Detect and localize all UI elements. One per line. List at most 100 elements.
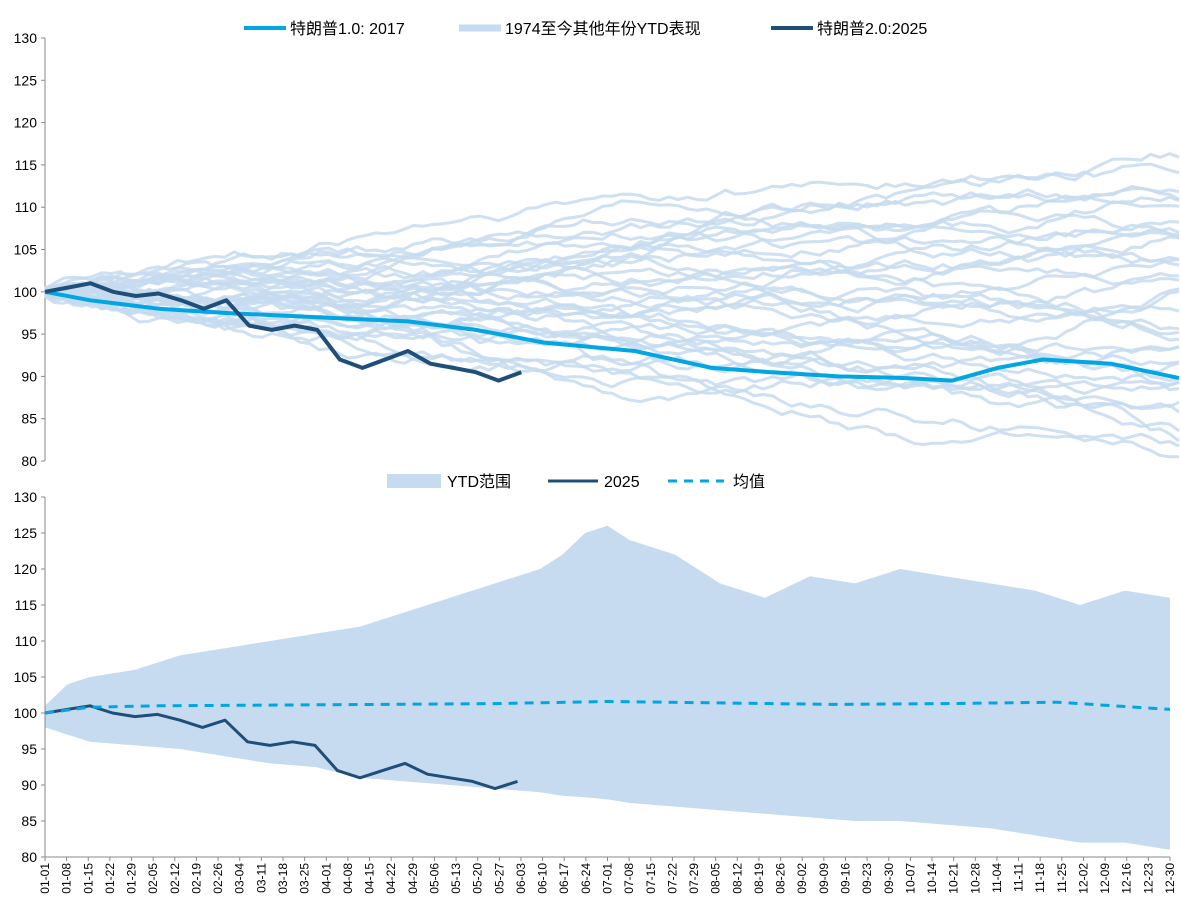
top-series-lines (44, 281, 1180, 383)
x-tick-label: 08-05 (709, 863, 723, 894)
x-tick-label: 08-12 (730, 863, 744, 894)
legend-label: 特朗普1.0: 2017 (290, 20, 405, 38)
x-tick-label: 06-17 (557, 863, 571, 894)
bottom-x-axis: 01-01 01-08 01-15 01-22 01-29 02-05 02-12 02-19… (38, 856, 1177, 894)
other-year-line (44, 220, 1180, 311)
trump-1-2017-line (44, 289, 1180, 383)
x-tick-label: 09-30 (882, 863, 896, 894)
x-tick-label: 04-22 (384, 863, 398, 894)
x-tick-label: 01-15 (81, 863, 95, 894)
other-year-line (44, 294, 1180, 382)
trump-2-2025-line (44, 281, 522, 383)
other-year-line (44, 162, 1180, 295)
top-y-tick-label: 130 (14, 30, 38, 46)
top-chart: 80 85 90 95 100 105 110 115 120 125 130 特朗普1.0: 20… (14, 20, 1180, 469)
x-tick-label: 12-09 (1098, 863, 1112, 894)
x-tick-label: 09-09 (817, 863, 831, 894)
legend-swatch-range (387, 474, 441, 488)
x-tick-label: 05-27 (492, 863, 506, 894)
x-tick-label: 06-03 (514, 863, 528, 894)
other-year-line (44, 286, 1180, 448)
other-year-line (44, 225, 1180, 298)
x-tick-label: 07-22 (665, 863, 679, 894)
bottom-y-tick-label: 80 (21, 849, 37, 865)
x-tick-label: 10-07 (903, 863, 917, 894)
bottom-y-tick-label: 125 (14, 525, 38, 541)
line-2025 (44, 704, 518, 791)
top-y-tick-label: 125 (14, 72, 38, 88)
other-year-line (44, 273, 1180, 338)
x-tick-label: 07-15 (644, 863, 658, 894)
bottom-y-tick-label: 130 (14, 489, 38, 505)
x-tick-label: 01-22 (103, 863, 117, 894)
x-tick-label: 03-18 (276, 863, 290, 894)
x-tick-label: 02-19 (189, 863, 203, 894)
bottom-y-tick-label: 105 (14, 669, 38, 685)
top-y-tick-label: 110 (15, 199, 38, 215)
other-year-line (44, 281, 1180, 392)
x-tick-label: 02-05 (146, 863, 160, 894)
x-tick-label: 11-11 (1012, 863, 1026, 892)
x-tick-label: 04-01 (319, 863, 333, 894)
bottom-y-axis: 80 85 90 95 100 105 110 115 120 125 130 (14, 489, 46, 865)
x-tick-label: 03-04 (233, 863, 247, 894)
legend-label-range: YTD范围 (447, 473, 511, 491)
x-tick-label: 11-18 (1033, 863, 1047, 893)
x-tick-label: 12-16 (1120, 863, 1134, 894)
x-tick-label: 12-23 (1141, 863, 1155, 894)
top-y-tick-label: 80 (21, 453, 37, 469)
mean-dashed-line (44, 700, 1171, 715)
x-tick-label: 03-25 (298, 863, 312, 894)
bottom-series-lines (44, 700, 1171, 791)
x-tick-label: 12-30 (1163, 863, 1177, 894)
x-tick-label: 01-08 (60, 863, 74, 894)
x-tick-label: 05-06 (427, 863, 441, 894)
x-tick-label: 02-12 (168, 863, 182, 894)
x-tick-label: 07-08 (622, 863, 636, 894)
top-legend: 特朗普1.0: 2017 1974至今其他年份YTD表现 特朗普2.0:2025 (244, 20, 927, 38)
legend-label: 1974至今其他年份YTD表现 (505, 20, 701, 38)
x-tick-label: 04-15 (363, 863, 377, 894)
x-tick-label: 08-26 (774, 863, 788, 894)
x-tick-label: 11-04 (990, 863, 1004, 893)
x-tick-label: 11-25 (1055, 863, 1069, 893)
x-tick-label: 01-29 (125, 863, 139, 894)
top-y-tick-label: 100 (14, 284, 38, 300)
x-tick-label: 03-11 (254, 863, 268, 893)
ytd-range-area (45, 525, 1170, 850)
x-tick-label: 10-21 (947, 863, 961, 894)
x-tick-label: 04-29 (406, 863, 420, 894)
top-y-tick-label: 115 (15, 157, 38, 173)
bottom-y-tick-label: 120 (14, 561, 38, 577)
x-tick-label: 04-08 (341, 863, 355, 894)
x-tick-label: 10-28 (968, 863, 982, 894)
x-tick-label: 07-01 (601, 863, 615, 894)
other-year-line (44, 295, 1180, 410)
bottom-y-tick-label: 95 (21, 741, 37, 757)
x-tick-label: 05-13 (449, 863, 463, 894)
top-y-tick-label: 85 (21, 411, 37, 427)
legend-label: 特朗普2.0:2025 (817, 20, 927, 38)
other-year-line (44, 285, 1179, 459)
top-y-tick-label: 105 (14, 242, 38, 258)
other-year-line (44, 273, 1180, 336)
legend-label-mean: 均值 (733, 473, 765, 491)
ytd-range-polygon (45, 525, 1170, 850)
top-y-tick-label: 120 (14, 115, 38, 131)
other-year-line (44, 260, 1180, 329)
x-tick-label: 09-23 (860, 863, 874, 894)
other-year-line (45, 274, 1180, 322)
top-y-tick-label: 90 (21, 368, 37, 384)
x-tick-label: 10-14 (925, 863, 939, 894)
x-tick-label: 06-24 (579, 863, 593, 894)
bottom-y-tick-label: 100 (14, 705, 38, 721)
other-year-line (44, 191, 1180, 298)
x-tick-label: 02-26 (211, 863, 225, 894)
legend-label-2025: 2025 (604, 474, 640, 491)
bottom-chart: 80 85 90 95 100 105 110 115 120 125 130 01-01 01-08… (14, 473, 1177, 894)
x-tick-label: 05-20 (471, 863, 485, 894)
bottom-y-tick-label: 115 (15, 597, 38, 613)
x-tick-label: 09-02 (795, 863, 809, 894)
top-y-axis: 80 85 90 95 100 105 110 115 120 125 130 (14, 30, 46, 469)
